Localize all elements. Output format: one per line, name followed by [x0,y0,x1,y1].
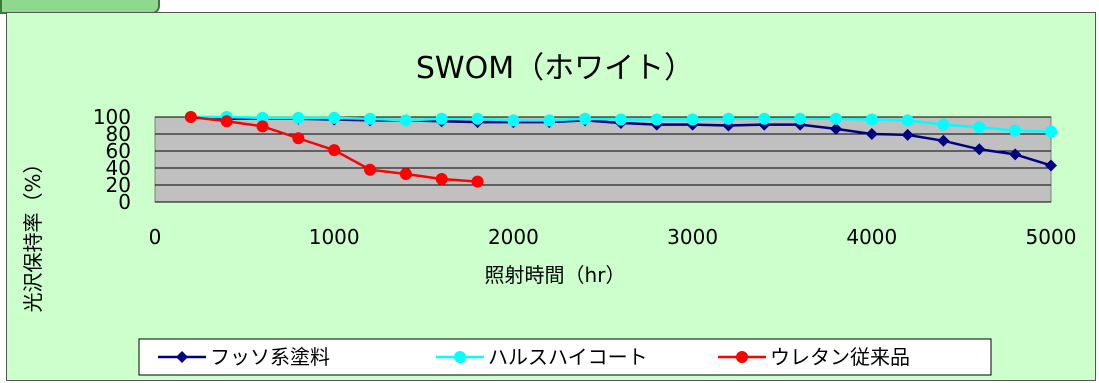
legend-marker-2 [454,351,466,363]
data-point [543,114,556,127]
data-point [220,115,233,128]
y-tick-label: 60 [106,139,131,163]
plot-area [154,116,1052,203]
x-tick-label: 5000 [1026,225,1077,249]
chart-title: SWOM（ホワイト） [416,51,694,86]
data-point [184,111,197,123]
legend-marker-3 [736,351,748,363]
y-tick-label: 40 [106,156,131,180]
legend-box [138,338,992,376]
data-point [435,112,448,125]
data-point [865,113,878,126]
data-point [328,144,341,157]
data-point [794,112,807,125]
data-point [328,111,341,124]
data-point [364,112,377,125]
data-point [973,121,986,134]
data-point [399,167,412,180]
y-tick-label: 0 [118,190,131,214]
y-tick-label: 20 [106,173,131,197]
legend-label-2: ハルスハイコート [488,345,648,369]
data-point [973,143,986,156]
data-point [937,134,950,147]
data-point [614,113,627,126]
x-tick-label: 2000 [488,225,539,249]
data-point [901,128,914,141]
legend-marker-1 [176,351,188,363]
x-tick-label: 1000 [309,225,360,249]
data-point [364,163,377,176]
x-tick-label: 3000 [667,225,718,249]
y-axis-label: 光沢保持率（%） [21,153,45,312]
data-point [901,114,914,127]
data-point [1009,148,1022,161]
data-point [292,132,305,145]
data-point [471,175,484,188]
data-point [1009,124,1022,137]
data-point [256,120,269,133]
x-tick-label: 0 [149,225,162,249]
data-point [1045,125,1057,138]
y-tick-label: 80 [106,122,131,146]
y-tick-label: 100 [93,105,131,129]
data-point [865,128,878,140]
data-point [650,113,663,126]
data-point [256,111,269,124]
legend-label-1: フッソ系塗料 [210,345,330,369]
data-point [686,113,699,126]
data-point [579,112,592,125]
data-point [758,112,771,125]
x-axis-label: 照射時間（hr） [485,263,626,287]
data-point [507,114,520,127]
data-point [292,111,305,124]
data-point [722,112,735,125]
data-point [399,114,412,127]
data-point [471,112,484,125]
data-point [435,173,448,186]
data-point [829,112,842,125]
data-point [1045,159,1057,172]
data-point [829,122,842,135]
x-tick-label: 4000 [846,225,897,249]
data-point [937,118,950,131]
legend-label-3: ウレタン従来品 [770,345,910,369]
